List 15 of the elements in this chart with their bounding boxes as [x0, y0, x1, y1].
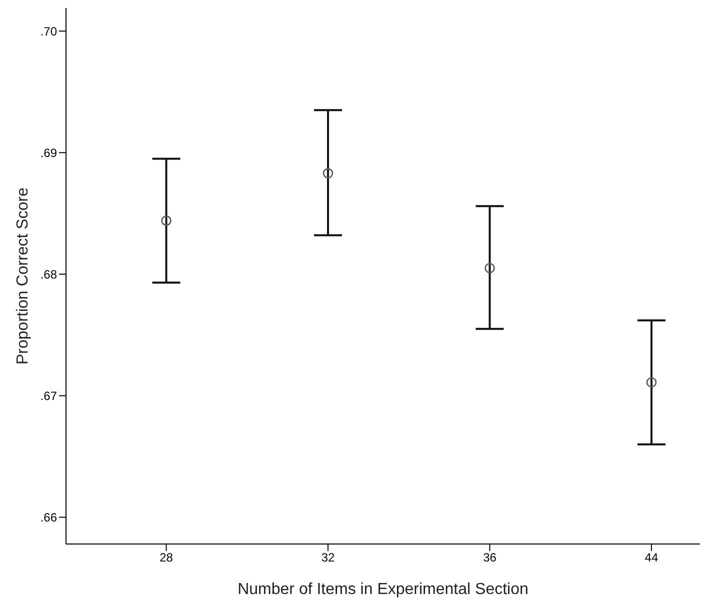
x-axis-title: Number of Items in Experimental Section — [238, 581, 528, 598]
y-tick-label: .69 — [40, 146, 58, 160]
x-tick-label: 36 — [483, 550, 497, 565]
y-tick-label: .70 — [40, 24, 58, 38]
y-axis-title: Proportion Correct Score — [14, 187, 32, 364]
x-tick-label: 32 — [321, 550, 336, 565]
point — [161, 216, 172, 226]
y-tick-label: .68 — [40, 267, 58, 282]
point — [322, 168, 334, 178]
x-tick-label: 44 — [644, 550, 658, 565]
y-tick-label: .67 — [40, 388, 58, 403]
y-tick-label: .66 — [40, 510, 58, 525]
point — [484, 262, 495, 274]
x-tick-label: 28 — [160, 550, 174, 565]
point — [646, 377, 657, 388]
